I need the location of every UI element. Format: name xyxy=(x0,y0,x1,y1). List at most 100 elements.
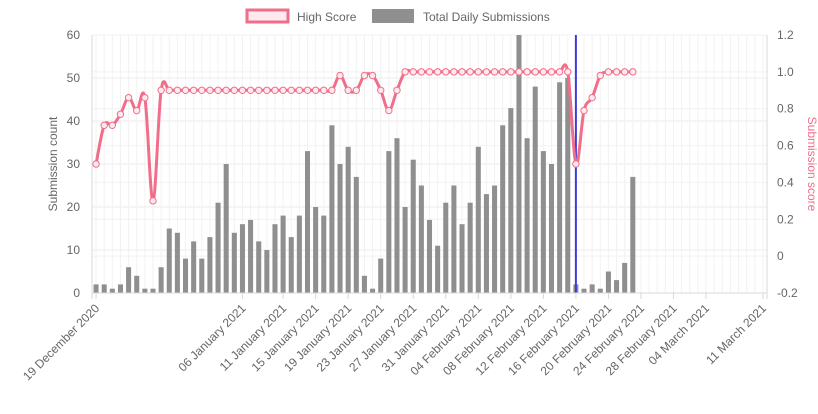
bar-submissions xyxy=(508,108,514,293)
line-layer xyxy=(92,63,637,205)
high-score-point xyxy=(214,86,222,94)
high-score-point xyxy=(539,68,548,76)
x-tick-label: 19 December 2020 xyxy=(20,301,102,383)
high-score-point xyxy=(604,68,613,76)
bar-submissions xyxy=(93,284,99,293)
y-left-tick-label: 60 xyxy=(67,28,81,42)
bar-submissions xyxy=(126,267,132,293)
high-score-point xyxy=(523,68,531,76)
bar-submissions xyxy=(353,176,359,293)
bar-submissions xyxy=(597,288,603,293)
bar-submissions xyxy=(109,288,115,293)
high-score-point xyxy=(450,68,458,76)
high-score-point xyxy=(246,86,255,94)
bar-submissions xyxy=(475,146,481,293)
high-score-point xyxy=(181,86,190,94)
high-score-point xyxy=(255,86,263,94)
bar-submissions xyxy=(174,232,180,293)
high-score-point xyxy=(490,68,499,76)
high-score-point xyxy=(580,106,588,115)
high-score-point xyxy=(141,93,149,102)
bar-submissions xyxy=(370,288,376,293)
y-right-tick-label: 0.4 xyxy=(777,175,794,189)
high-score-point xyxy=(458,68,466,76)
high-score-point xyxy=(206,86,214,94)
high-score-point xyxy=(157,86,165,94)
bars-layer xyxy=(93,35,636,293)
x-tick-label: 06 January 2021 xyxy=(175,301,248,374)
high-score-point xyxy=(328,86,336,94)
high-score-point xyxy=(133,106,141,115)
high-score-point xyxy=(165,86,173,94)
bar-submissions xyxy=(101,284,107,293)
bar-submissions xyxy=(565,78,571,293)
high-score-point xyxy=(547,68,556,76)
high-score-point xyxy=(425,68,434,76)
bar-submissions xyxy=(183,258,189,293)
bar-submissions xyxy=(321,215,327,293)
bar-submissions xyxy=(451,185,457,293)
bar-submissions xyxy=(605,271,611,293)
bar-submissions xyxy=(500,125,506,293)
bar-submissions xyxy=(443,202,449,293)
high-score-point xyxy=(515,68,523,76)
bar-submissions xyxy=(394,138,400,293)
high-score-point xyxy=(100,121,108,130)
bar-submissions xyxy=(166,228,172,293)
bar-submissions xyxy=(630,176,636,293)
high-score-point xyxy=(263,86,271,94)
high-score-point xyxy=(442,68,450,76)
high-score-point xyxy=(287,86,295,94)
high-score-point xyxy=(393,86,401,94)
high-score-point xyxy=(474,68,482,76)
high-score-point xyxy=(498,68,507,76)
y-right-tick-label: 0 xyxy=(777,249,784,263)
bar-submissions xyxy=(158,267,164,293)
bar-submissions xyxy=(264,250,270,293)
bar-submissions xyxy=(589,284,595,293)
legend[interactable]: High Score Total Daily Submissions xyxy=(245,8,550,24)
high-score-point xyxy=(564,68,572,76)
bar-submissions xyxy=(386,151,392,293)
high-score-point xyxy=(377,86,385,94)
high-score-point xyxy=(279,86,287,94)
bar-submissions xyxy=(345,146,351,293)
y-right-tick-label: -0.2 xyxy=(777,286,798,300)
high-score-point xyxy=(149,197,157,205)
bar-submissions xyxy=(516,35,522,293)
high-score-point xyxy=(555,68,564,76)
high-score-point xyxy=(336,71,344,80)
high-score-point xyxy=(612,68,621,76)
bar-submissions xyxy=(313,207,319,293)
bar-submissions xyxy=(402,207,408,293)
high-score-point xyxy=(311,86,320,94)
high-score-point xyxy=(620,68,629,76)
bar-submissions xyxy=(304,151,311,293)
bar-submissions xyxy=(410,159,416,293)
bar-submissions xyxy=(117,284,123,293)
high-score-point xyxy=(352,86,361,94)
high-score-point xyxy=(230,86,239,94)
x-tick-label: 11 March 2021 xyxy=(703,301,769,367)
high-score-point xyxy=(108,121,117,130)
high-score-point xyxy=(198,86,206,94)
bar-submissions xyxy=(540,151,546,293)
high-score-point xyxy=(409,68,417,76)
high-score-point xyxy=(482,68,491,76)
bar-submissions xyxy=(548,164,555,293)
bar-submissions xyxy=(256,241,262,293)
legend-label-high-score: High Score xyxy=(297,10,357,24)
high-score-point xyxy=(466,68,474,76)
bar-submissions xyxy=(435,245,441,293)
high-score-point xyxy=(385,106,393,115)
y-left-tick-label: 30 xyxy=(67,157,81,171)
high-score-point xyxy=(320,86,328,94)
high-score-point xyxy=(116,110,125,118)
y-right-tick-label: 0.2 xyxy=(777,212,794,226)
bar-submissions xyxy=(337,164,343,293)
high-score-point xyxy=(124,93,133,102)
bar-submissions xyxy=(280,215,286,293)
high-score-point xyxy=(92,160,100,168)
bar-submissions xyxy=(557,82,563,293)
